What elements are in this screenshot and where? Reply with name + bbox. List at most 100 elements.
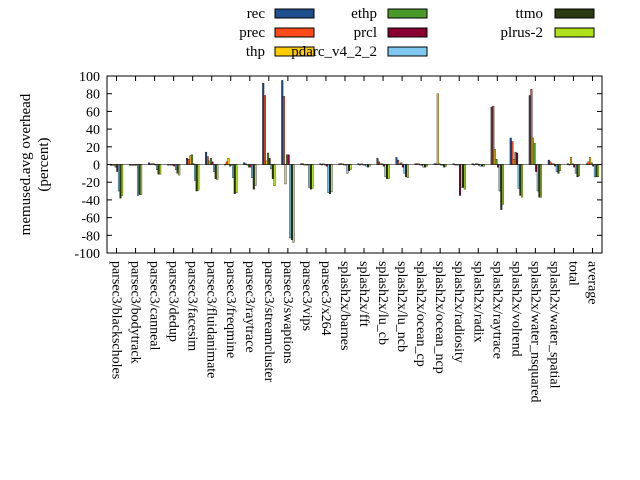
- bar-pdarc-v4-2-2-parsec3-streamcluster: [270, 164, 273, 170]
- bar-prcl-parsec3-streamcluster: [268, 158, 271, 165]
- legend-label-prec: prec: [239, 25, 265, 41]
- bar-thp-splash2x-raytrace: [493, 149, 496, 165]
- bar-rec-parsec3-swaptions: [281, 80, 284, 165]
- bar-plrus-2-splash2x-volrend: [520, 164, 523, 198]
- bar-pdarc-v4-2-2-splash2x-radiosity: [460, 164, 463, 188]
- x-tick-label: splash2x/lu_ncb: [394, 261, 409, 352]
- bar-pdarc-v4-2-2-splash2x-water-nsquared: [536, 164, 539, 192]
- x-tick-label: splash2x/radiosity: [451, 261, 466, 363]
- bar-pdarc-v4-2-2-parsec3-freqmine: [232, 164, 235, 178]
- bar-ttmo-splash2x-radiosity: [462, 164, 465, 188]
- x-tick-label: splash2x/barnes: [337, 261, 352, 350]
- legend-swatch-thp: [274, 46, 315, 57]
- bar-thp-total: [570, 157, 573, 165]
- bar-prec-splash2x-volrend: [511, 141, 514, 165]
- y-tick-label: -20: [81, 176, 100, 191]
- bar-prcl-parsec3-raytrace: [249, 164, 252, 168]
- bar-thp-average: [589, 157, 592, 165]
- bar-thp-parsec3-fluidanimate: [208, 160, 211, 165]
- bar-prcl-splash2x-radiosity: [459, 164, 461, 196]
- bar-pdarc-v4-2-2-parsec3-blackscholes: [117, 164, 120, 192]
- x-axis-ticks: parsec3/blackscholes parsec3/bodytrack par…: [109, 76, 599, 403]
- x-tick-label: average: [584, 261, 599, 305]
- legend-swatch-rec: [274, 8, 315, 19]
- bar-plrus-2-splash2x-radiosity: [463, 164, 466, 190]
- bar-ttmo-splash2x-lu-ncb: [405, 164, 408, 178]
- bar-rec-parsec3-streamcluster: [262, 82, 265, 165]
- bar-pdarc-v4-2-2-parsec3-canneal: [156, 164, 158, 170]
- x-tick-label: parsec3/raytrace: [242, 261, 257, 353]
- bar-pdarc-v4-2-2-average: [593, 164, 596, 178]
- y-axis-label: memused.avg overhead (percent): [18, 93, 52, 235]
- bar-thp-parsec3-facesim: [189, 155, 192, 165]
- bar-prcl-total: [573, 164, 576, 168]
- x-tick-label: splash2x/ocean_ncp: [432, 261, 447, 374]
- bar-ttmo-splash2x-lu-cb: [386, 164, 389, 179]
- legend-label-ttmo: ttmo: [515, 6, 543, 22]
- bar-ttmo-splash2x-water-nsquared: [538, 164, 541, 198]
- bar-prec-parsec3-fluidanimate: [206, 156, 209, 165]
- x-tick-label: splash2x/water_nsquared: [527, 261, 542, 403]
- bar-plrus-2-parsec3-raytrace: [254, 164, 257, 186]
- bar-plrus-2-parsec3-fluidanimate: [216, 164, 219, 180]
- bar-rec-parsec3-facesim: [186, 158, 189, 165]
- y-axis-label-line: memused.avg overhead: [18, 93, 34, 235]
- x-tick-label: parsec3/streamcluster: [261, 261, 276, 383]
- bar-plrus-2-parsec3-vips: [311, 164, 314, 189]
- bar-prcl-splash2x-lu-ncb: [401, 164, 404, 168]
- bar-pdarc-v4-2-2-parsec3-vips: [308, 164, 311, 188]
- x-tick-label: splash2x/fft: [356, 261, 371, 327]
- x-tick-label: parsec3/fluidanimate: [204, 261, 219, 378]
- bar-prcl-parsec3-fluidanimate: [211, 161, 214, 165]
- y-axis-label-line: (percent): [36, 137, 52, 191]
- legend-swatch-prec: [274, 27, 315, 38]
- x-tick-label: splash2x/lu_cb: [375, 261, 390, 345]
- bar-rec-parsec3-fluidanimate: [205, 151, 208, 165]
- bar-prec-splash2x-lu-ncb: [397, 159, 400, 165]
- bar-rec-splash2x-lu-cb: [376, 158, 379, 165]
- bar-ttmo-splash2x-volrend: [519, 164, 522, 196]
- y-tick-label: 20: [86, 141, 100, 156]
- bar-prec-parsec3-facesim: [187, 159, 190, 165]
- bar-ttmo-parsec3-streamcluster: [271, 164, 274, 179]
- bar-ttmo-parsec3-vips: [309, 164, 312, 190]
- bar-thp-splash2x-water-nsquared: [531, 137, 534, 165]
- bar-prec-average: [587, 161, 590, 165]
- bar-ttmo-parsec3-freqmine: [233, 164, 236, 194]
- bar-pdarc-v4-2-2-parsec3-raytrace: [251, 164, 254, 178]
- legend-label-thp: thp: [246, 44, 265, 60]
- bar-prcl-parsec3-blackscholes: [116, 164, 119, 172]
- bar-ttmo-parsec3-canneal: [157, 164, 160, 175]
- bar-plrus-2-splash2x-barnes: [349, 164, 352, 170]
- legend-label-ethp: ethp: [351, 6, 377, 22]
- plot-frame: [106, 75, 603, 254]
- bar-plrus-2-splash2x-lu-cb: [387, 164, 390, 179]
- bar-ttmo-parsec3-fluidanimate: [214, 164, 217, 179]
- bar-plrus-2-parsec3-facesim: [197, 164, 200, 191]
- bar-ethp-parsec3-fluidanimate: [209, 158, 212, 165]
- bar-plrus-2-total: [578, 164, 581, 177]
- bar-ttmo-parsec3-facesim: [195, 164, 198, 192]
- bar-pdarc-v4-2-2-parsec3-dedup: [175, 164, 178, 170]
- bar-pdarc-v4-2-2-total: [574, 164, 577, 174]
- bar-plrus-2-splash2x-water-nsquared: [539, 164, 542, 198]
- y-tick-label: 40: [86, 123, 100, 138]
- bar-pdarc-v4-2-2-splash2x-water-spatial: [555, 164, 558, 172]
- y-tick-label: -80: [81, 229, 100, 244]
- bar-thp-parsec3-swaptions: [284, 164, 287, 185]
- bar-plrus-2-parsec3-streamcluster: [273, 164, 276, 186]
- legend-label-prcl: prcl: [354, 25, 377, 41]
- bar-prec-parsec3-freqmine: [225, 161, 228, 165]
- bar-ethp-parsec3-blackscholes: [114, 164, 117, 168]
- bar-pdarc-v4-2-2-parsec3-x264: [327, 164, 330, 193]
- bar-pdarc-v4-2-2-splash2x-barnes: [346, 164, 349, 174]
- bar-pdarc-v4-2-2-splash2x-lu-cb: [384, 164, 387, 178]
- bar-ttmo-average: [595, 164, 598, 178]
- bar-pdarc-v4-2-2-parsec3-fluidanimate: [213, 164, 216, 172]
- bar-plrus-2-average: [597, 164, 600, 178]
- bar-plrus-2-parsec3-bodytrack: [140, 164, 143, 195]
- bar-prec-splash2x-raytrace: [492, 105, 495, 165]
- bar-pdarc-v4-2-2-splash2x-raytrace: [498, 164, 501, 192]
- bar-thp-splash2x-ocean-ncp: [436, 93, 439, 165]
